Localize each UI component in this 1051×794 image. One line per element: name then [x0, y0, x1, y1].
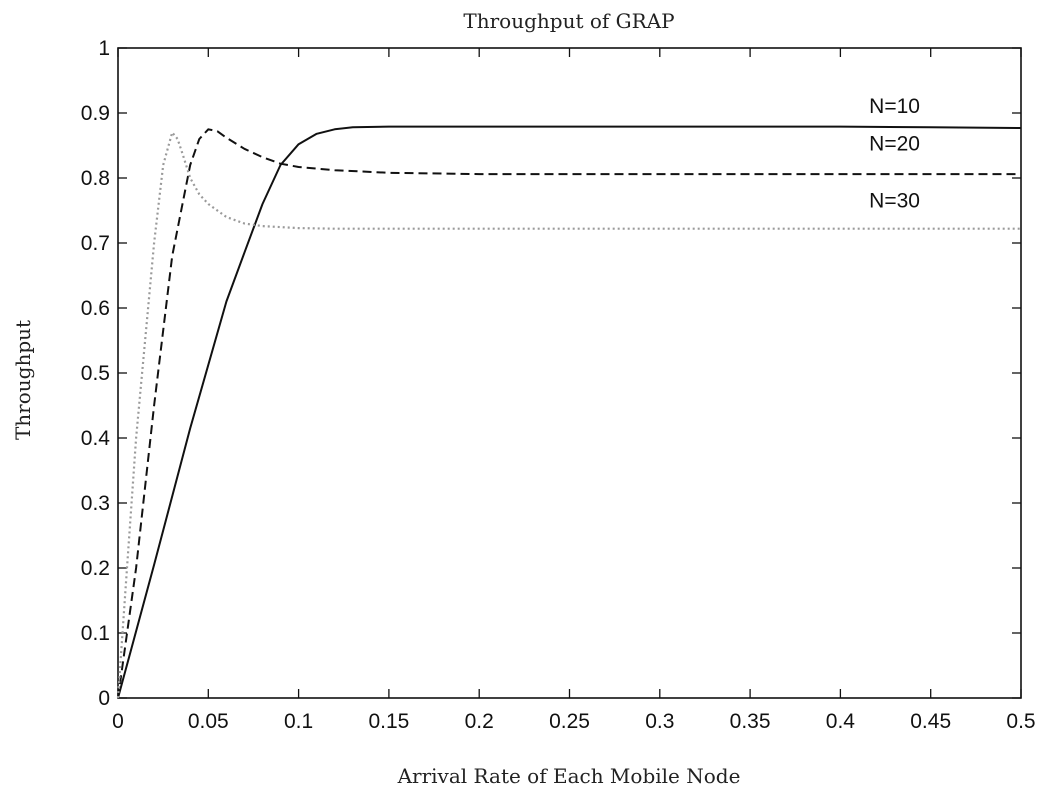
x-tick-label: 0.2 — [465, 710, 494, 733]
x-tick-label: 0.45 — [910, 710, 951, 733]
series-line-n-10 — [117, 125, 1022, 699]
x-tick-label: 0.1 — [284, 710, 313, 733]
y-axis-label: Throughput — [11, 320, 35, 440]
x-tick-label: 0 — [112, 710, 124, 733]
y-tick-label: 0.2 — [81, 557, 110, 580]
y-tick-label: 0.8 — [81, 167, 110, 190]
y-tick-label: 0.3 — [81, 492, 110, 515]
chart-title: Throughput of GRAP — [463, 9, 674, 33]
series-line-n-30 — [116, 131, 1021, 699]
y-tick-label: 0.4 — [81, 427, 111, 450]
x-tick-label: 0.05 — [188, 710, 229, 733]
x-tick-label: 0.15 — [368, 710, 409, 733]
y-tick-label: 0 — [98, 687, 110, 710]
series-labels: N=10 N=20 N=30 — [869, 95, 920, 212]
series-lines — [116, 125, 1022, 699]
x-tick-label: 0.5 — [1006, 710, 1035, 733]
x-tick-label: 0.4 — [826, 710, 856, 733]
y-tick-label: 0.1 — [81, 622, 110, 645]
series-label: N=20 — [869, 133, 920, 156]
x-tick-label: 0.35 — [730, 710, 771, 733]
y-tick-label: 0.5 — [81, 362, 110, 385]
y-tick-label: 0.9 — [81, 102, 110, 125]
series-line-n-20 — [117, 128, 1021, 699]
axis-ticks: 0 0.05 0.1 0.15 0.2 0.25 0.3 0.35 0.4 0.45 0.5 0 0.1… — [81, 37, 1036, 733]
x-tick-label: 0.25 — [549, 710, 590, 733]
x-tick-label: 0.3 — [645, 710, 674, 733]
y-tick-label: 0.6 — [81, 297, 110, 320]
series-label: N=30 — [869, 189, 920, 212]
y-tick-label: 1 — [98, 37, 110, 60]
x-axis-label: Arrival Rate of Each Mobile Node — [397, 764, 741, 788]
y-tick-label: 0.7 — [81, 232, 110, 255]
series-label: N=10 — [869, 95, 920, 118]
